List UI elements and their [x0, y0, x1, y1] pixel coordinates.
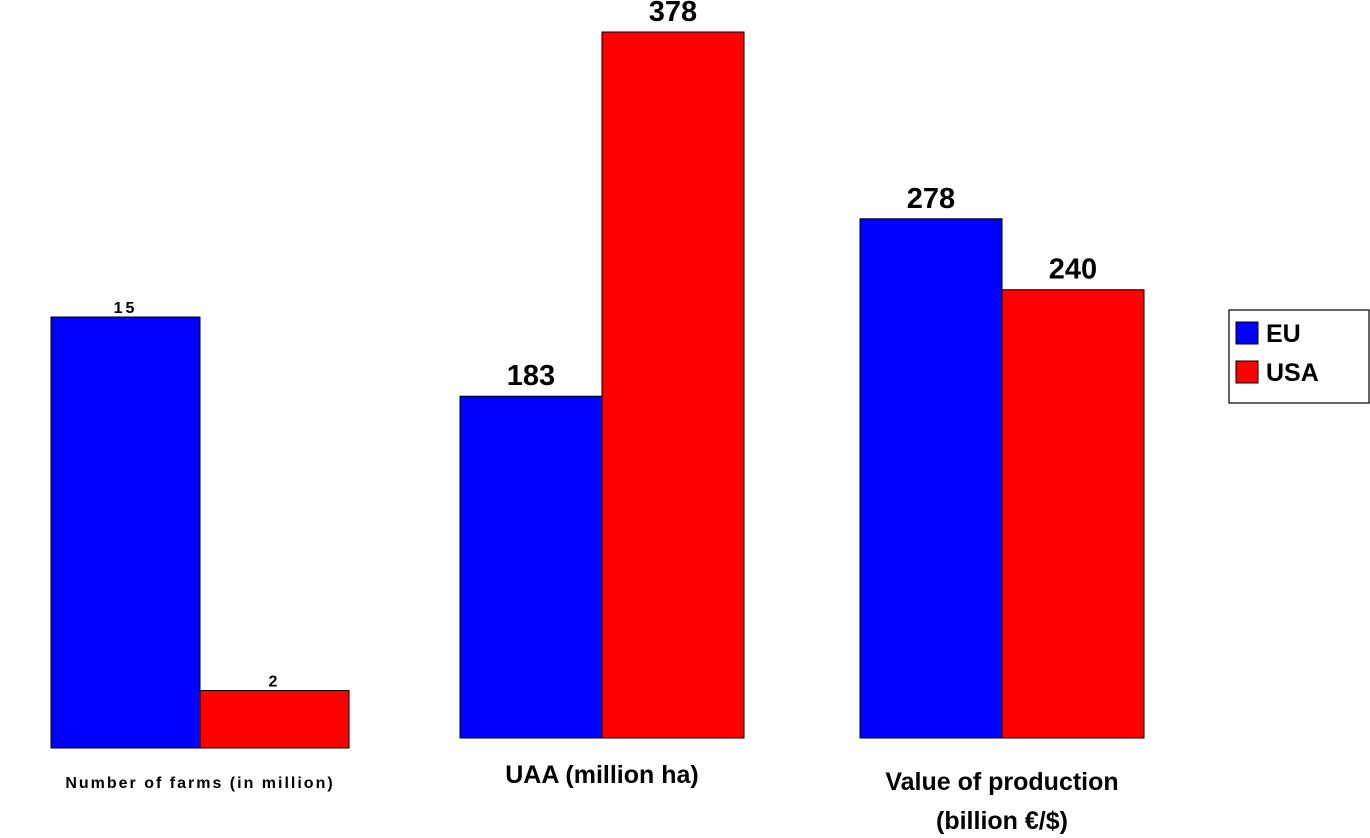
data-label-3-usa: 240 — [1049, 254, 1097, 286]
data-label-2-eu: 183 — [507, 360, 555, 392]
bar-3-usa — [1001, 289, 1145, 739]
legend-label-eu: EU — [1266, 320, 1301, 348]
data-label-1-usa: 2 — [269, 674, 281, 691]
data-label-1-eu: 15 — [114, 300, 138, 317]
bar-1-usa — [199, 690, 350, 749]
category-label-1: Number of farms (in million) — [65, 775, 334, 792]
data-label-2-usa: 378 — [649, 0, 697, 28]
legend-swatch-usa — [1235, 360, 1259, 384]
bar-2-eu — [459, 395, 603, 739]
data-label-3-eu: 278 — [907, 183, 955, 215]
bar-3-eu — [859, 218, 1003, 739]
category-label-3-line-1: Value of production — [885, 768, 1118, 796]
bar-2-usa — [601, 31, 745, 739]
category-label-2: UAA (million ha) — [505, 761, 699, 789]
legend-swatch-eu — [1235, 321, 1259, 345]
legend-label-usa: USA — [1266, 359, 1319, 387]
bar-1-eu — [50, 316, 201, 749]
category-label-3-line-2: (billion €/$) — [936, 807, 1068, 835]
